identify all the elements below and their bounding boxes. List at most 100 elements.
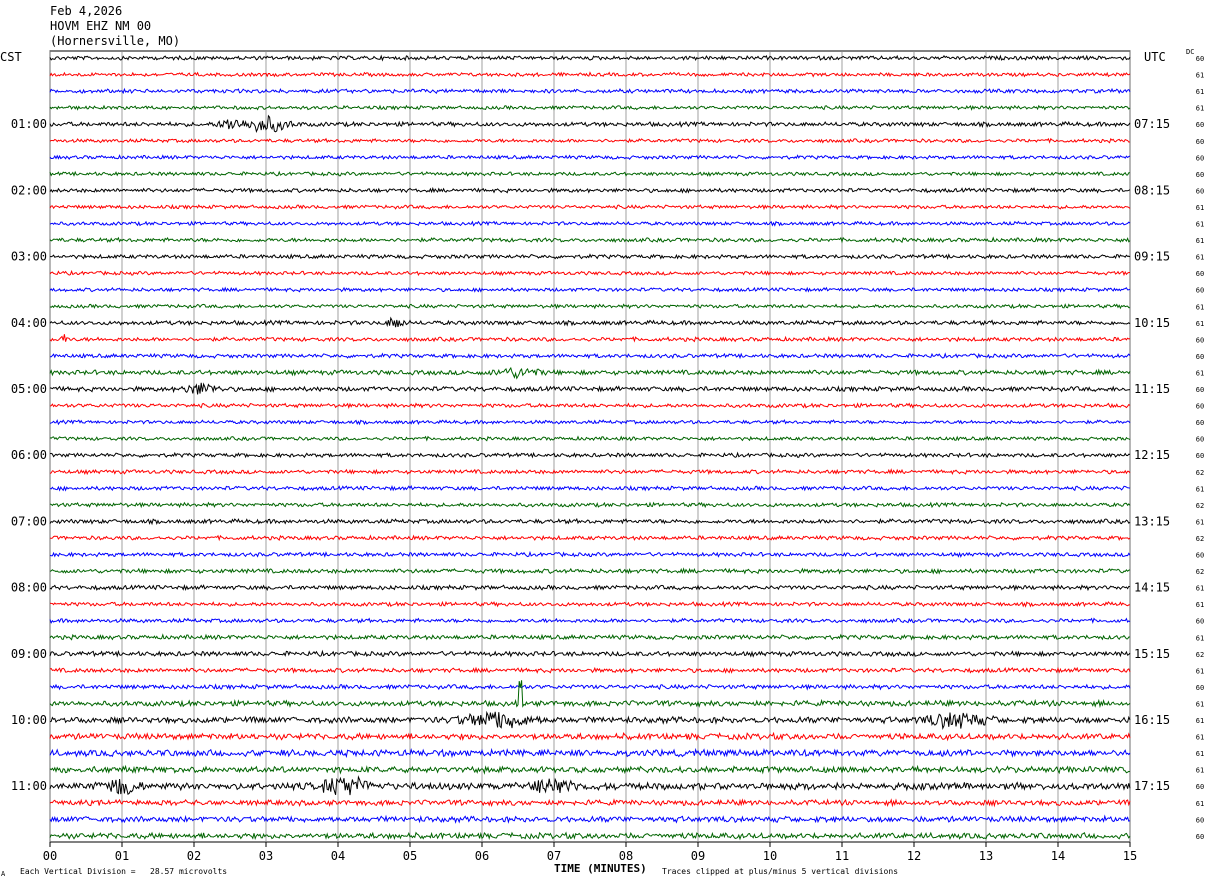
dc-value: 62 [1196,651,1204,659]
dc-value: 61 [1196,369,1204,377]
x-tick-label: 04 [331,849,345,863]
dc-value: 62 [1196,502,1204,510]
seismic-trace [49,87,1131,95]
x-tick-label: 05 [403,849,417,863]
seismic-trace [49,814,1131,824]
dc-value: 61 [1196,254,1204,262]
cst-hour-label: 07:00 [11,514,47,528]
seismic-trace [49,170,1130,177]
seismic-trace [49,567,1131,575]
seismic-trace [49,402,1131,409]
dc-value: 61 [1196,700,1204,708]
seismic-trace [49,236,1131,244]
cst-hour-label: 05:00 [11,382,47,396]
seismic-trace [49,54,1131,62]
utc-hour-label: 15:15 [1134,647,1170,661]
dc-value: 60 [1196,187,1204,195]
cst-hour-label: 01:00 [11,117,47,131]
chart-date: Feb 4,2026 [50,4,123,18]
clip-note: Traces clipped at plus/minus 5 vertical … [662,867,899,876]
seismic-trace [49,534,1131,542]
x-axis-label: TIME (MINUTES) [554,862,647,875]
seismic-trace [49,382,1131,395]
seismic-trace [49,831,1131,841]
seismic-trace [49,186,1131,194]
seismic-trace [49,484,1131,492]
utc-hour-label: 09:15 [1134,250,1170,264]
dc-value: 60 [1196,287,1204,295]
dc-value: 61 [1196,800,1204,808]
seismic-trace [49,775,1131,796]
dc-value: 61 [1196,303,1204,311]
utc-hour-label: 14:15 [1134,581,1170,595]
utc-hour-label: 07:15 [1134,117,1170,131]
dc-value: 60 [1196,618,1204,626]
dc-value: 61 [1196,105,1204,113]
x-tick-label: 01 [115,849,129,863]
seismic-trace [49,137,1131,144]
dc-value: 61 [1196,221,1204,229]
x-tick-label: 13 [979,849,993,863]
dc-value: 61 [1196,320,1204,328]
seismic-trace [49,71,1131,78]
seismic-trace [49,583,1131,592]
dc-value: 61 [1196,750,1204,758]
seismic-trace [49,114,1131,134]
dc-value: 62 [1196,469,1204,477]
dc-value: 61 [1196,237,1204,245]
seismic-trace [49,334,1131,343]
utc-hour-label: 08:15 [1134,183,1170,197]
seismic-trace [49,517,1131,526]
seismic-trace [49,501,1131,509]
seismic-trace [49,731,1131,742]
dc-value: 61 [1196,585,1204,593]
utc-hour-label: 10:15 [1134,316,1170,330]
dc-value: 61 [1196,485,1204,493]
dc-value: 60 [1196,55,1204,63]
corner-mark: A [1,870,6,878]
cst-hour-label: 09:00 [11,647,47,661]
dc-value: 60 [1196,353,1204,361]
x-tick-label: 14 [1051,849,1065,863]
dc-value: 60 [1196,121,1204,129]
left-timezone-label: CST [0,50,22,64]
seismic-trace [49,253,1131,260]
right-timezone-label: UTC [1144,50,1166,64]
seismic-trace [49,649,1131,658]
seismic-trace [49,764,1131,775]
dc-value: 60 [1196,436,1204,444]
cst-hour-label: 02:00 [11,183,47,197]
x-tick-label: 02 [187,849,201,863]
cst-hour-label: 10:00 [11,713,47,727]
station-channel: HOVM EHZ NM 00 [50,19,152,33]
dc-value: 60 [1196,270,1204,278]
seismic-trace [49,617,1131,624]
dc-value: 60 [1196,419,1204,427]
seismic-trace [49,680,1131,709]
dc-value: 61 [1196,204,1204,212]
seismic-trace [49,798,1131,808]
utc-hour-label: 12:15 [1134,448,1170,462]
seismic-trace [49,203,1131,211]
x-tick-label: 08 [619,849,633,863]
dc-value: 60 [1196,336,1204,344]
x-tick-label: 15 [1123,849,1137,863]
dc-value: 61 [1196,734,1204,742]
seismic-trace [49,435,1131,442]
dc-value: 61 [1196,634,1204,642]
utc-hour-label: 16:15 [1134,713,1170,727]
dc-value: 60 [1196,138,1204,146]
seismic-trace [49,600,1131,608]
seismic-trace [49,286,1131,293]
cst-hour-label: 03:00 [11,250,47,264]
dc-value: 60 [1196,783,1204,791]
seismic-trace [49,220,1131,227]
dc-value: 60 [1196,684,1204,692]
dc-value: 61 [1196,717,1204,725]
x-tick-label: 10 [763,849,777,863]
dc-value: 61 [1196,88,1204,96]
x-tick-label: 00 [43,849,57,863]
dc-value: 62 [1196,535,1204,543]
utc-hour-label: 11:15 [1134,382,1170,396]
